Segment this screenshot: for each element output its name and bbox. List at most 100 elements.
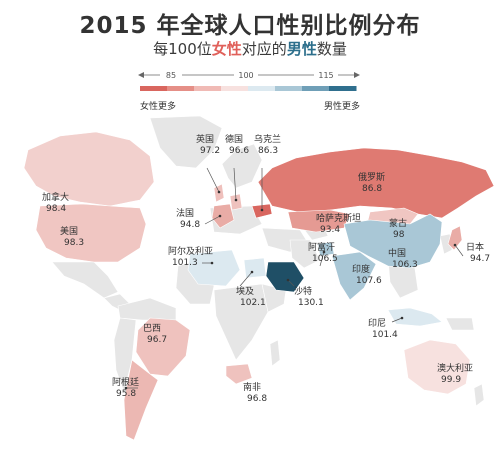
country-ratio-label: 107.6 bbox=[356, 276, 382, 286]
country-ratio-label: 95.8 bbox=[116, 389, 136, 399]
country-ratio-label: 86.8 bbox=[362, 184, 382, 194]
country-shape[interactable] bbox=[243, 257, 267, 279]
country-name-label: 加拿大 bbox=[42, 191, 69, 203]
country-ratio-label: 96.7 bbox=[147, 335, 167, 345]
new-zealand-shape bbox=[473, 383, 485, 407]
landmasses bbox=[51, 115, 485, 407]
country-ratio-label: 94.7 bbox=[470, 254, 490, 264]
legend: 85 100 115 女性更多 男性更多 bbox=[138, 69, 360, 112]
country-ratio-label: 98 bbox=[393, 230, 405, 240]
country-shape[interactable] bbox=[317, 241, 335, 257]
subtitle-female: 女性 bbox=[211, 40, 242, 58]
country-shape[interactable] bbox=[229, 193, 243, 211]
subtitle-suffix: 数量 bbox=[316, 40, 347, 58]
legend-color-segment bbox=[221, 86, 249, 91]
callout-leader-line bbox=[204, 215, 221, 225]
legend-tick-100: 100 bbox=[238, 71, 253, 80]
country-shape[interactable] bbox=[287, 209, 351, 233]
callout-dot bbox=[250, 270, 254, 274]
country-name-label: 阿富汗 bbox=[308, 241, 335, 253]
country-ratio-label: 106.3 bbox=[392, 260, 418, 270]
country-ratio-label: 94.8 bbox=[180, 220, 200, 230]
map-title: 2015 年全球人口性别比例分布 bbox=[79, 13, 421, 39]
country-ratio-label: 98.3 bbox=[64, 238, 84, 248]
callout-leader-line bbox=[239, 271, 253, 287]
greenland-shape bbox=[149, 115, 223, 169]
country-ratio-label: 101.3 bbox=[172, 258, 198, 268]
callout-leader-line bbox=[454, 244, 464, 257]
subtitle-prefix: 每100位 bbox=[153, 40, 212, 58]
subtitle-middle: 对应的 bbox=[241, 40, 287, 58]
country-name-label: 俄罗斯 bbox=[358, 171, 385, 183]
legend-color-segment bbox=[302, 86, 330, 91]
callout-dot bbox=[322, 250, 326, 254]
country-shape[interactable] bbox=[225, 363, 253, 385]
callout-leader-line bbox=[287, 279, 295, 287]
country-shape[interactable] bbox=[35, 203, 147, 263]
madagascar-shape bbox=[269, 339, 281, 367]
country-name-label: 阿根廷 bbox=[112, 376, 139, 388]
country-shape[interactable] bbox=[343, 213, 443, 269]
legend-tick-85: 85 bbox=[166, 71, 176, 80]
country-name-label: 日本 bbox=[466, 241, 484, 253]
country-shape[interactable] bbox=[387, 307, 443, 327]
callout-dot bbox=[286, 278, 290, 282]
country-name-label: 沙特 bbox=[294, 285, 312, 297]
callout-dot bbox=[218, 214, 222, 218]
country-shape[interactable] bbox=[447, 225, 463, 251]
country-ratio-label: 99.9 bbox=[441, 375, 461, 385]
callout-dot bbox=[400, 316, 404, 320]
country-shape[interactable] bbox=[187, 249, 241, 287]
subtitle-male: 男性 bbox=[286, 40, 317, 58]
legend-color-bar bbox=[140, 86, 357, 91]
country-name-label: 英国 bbox=[196, 133, 214, 145]
country-ratio-label: 96.8 bbox=[247, 394, 267, 404]
country-name-label: 德国 bbox=[225, 133, 243, 145]
country-ratio-label: 106.5 bbox=[312, 254, 338, 264]
country-name-label: 中国 bbox=[388, 247, 406, 259]
callout-dot bbox=[210, 261, 214, 265]
country-ratio-label: 93.4 bbox=[320, 225, 340, 235]
country-ratio-label: 97.2 bbox=[200, 146, 220, 156]
map-subtitle: 每100位女性对应的男性数量 bbox=[0, 38, 500, 59]
legend-color-segment bbox=[275, 86, 303, 91]
callout-leader-line bbox=[391, 317, 403, 323]
legend-right-arrow-icon bbox=[354, 72, 360, 78]
callout-dot bbox=[124, 386, 128, 390]
country-shape[interactable] bbox=[211, 203, 235, 229]
country-shape[interactable] bbox=[331, 251, 377, 301]
legend-color-segment bbox=[194, 86, 222, 91]
country-name-label: 阿尔及利亚 bbox=[168, 245, 213, 257]
callout-leader-line bbox=[233, 167, 237, 201]
country-name-label: 澳大利亚 bbox=[437, 362, 473, 374]
country-shape[interactable] bbox=[123, 359, 159, 441]
legend-color-segment bbox=[167, 86, 195, 91]
country-shapes bbox=[23, 131, 495, 441]
country-shape[interactable] bbox=[265, 261, 305, 293]
country-name-label: 埃及 bbox=[236, 285, 254, 297]
country-name-label: 哈萨克斯坦 bbox=[316, 212, 361, 224]
country-name-label: 美国 bbox=[60, 225, 78, 237]
legend-color-segment bbox=[140, 86, 168, 91]
country-name-label: 蒙古 bbox=[389, 217, 407, 229]
south-america-west-shape bbox=[113, 317, 137, 394]
country-name-label: 南非 bbox=[243, 381, 261, 393]
country-shape[interactable] bbox=[23, 131, 155, 207]
country-name-label: 法国 bbox=[176, 207, 194, 219]
korea-shape bbox=[439, 233, 453, 255]
callout-dot bbox=[260, 208, 264, 212]
country-shape[interactable] bbox=[257, 147, 495, 219]
europe-scandinavia-shape bbox=[221, 143, 263, 189]
country-shape[interactable] bbox=[403, 339, 471, 395]
country-name-label: 印尼 bbox=[368, 317, 386, 329]
country-name-label: 巴西 bbox=[143, 323, 161, 334]
callout-dot bbox=[234, 198, 238, 202]
country-shape[interactable] bbox=[135, 317, 191, 377]
callout-dot bbox=[217, 190, 221, 194]
country-name-label: 乌克兰 bbox=[254, 133, 281, 145]
country-ratio-label: 86.3 bbox=[258, 146, 278, 156]
country-ratio-label: 98.4 bbox=[46, 204, 66, 214]
country-ratio-label: 101.4 bbox=[372, 330, 398, 340]
country-ratio-label: 96.6 bbox=[229, 146, 249, 156]
